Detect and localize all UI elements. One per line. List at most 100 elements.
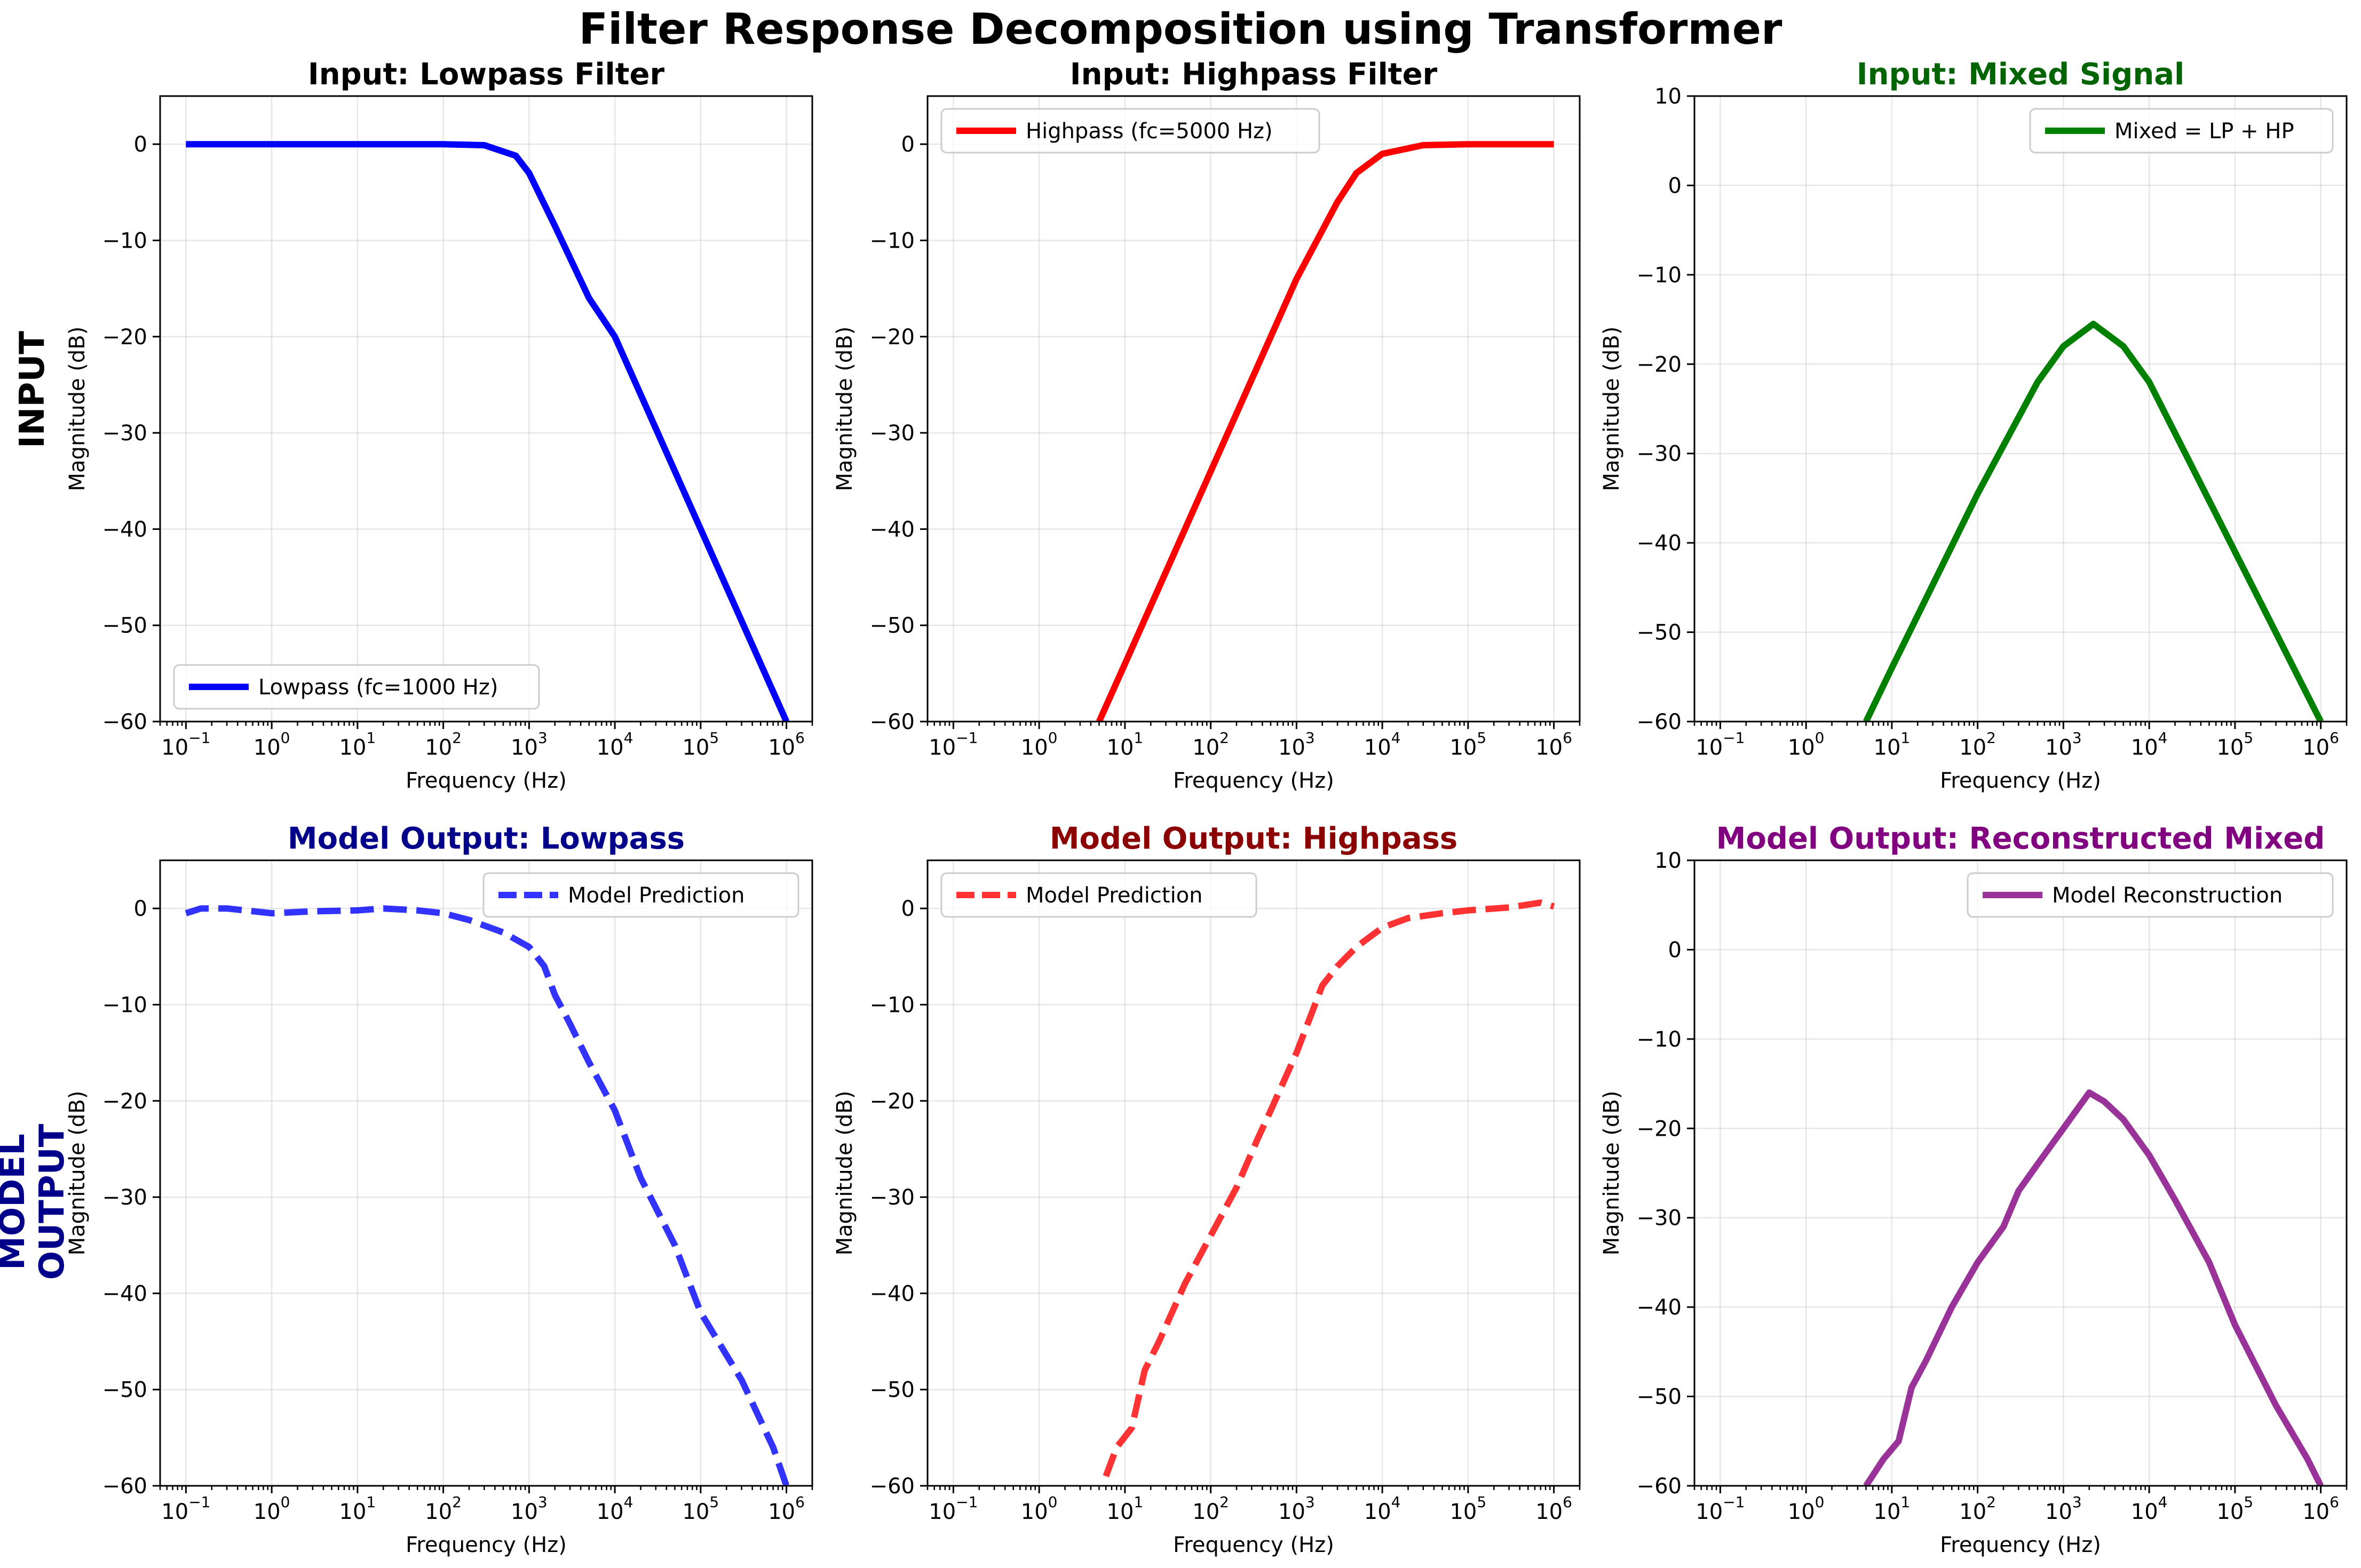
y-tick-label: −20 (102, 325, 147, 350)
x-tick-label: 101 (339, 1493, 376, 1524)
legend-label: Model Reconstruction (2052, 883, 2283, 908)
x-tick-label: 105 (682, 1493, 719, 1524)
panel-title: Model Output: Lowpass (288, 821, 685, 856)
y-tick-label: −50 (102, 614, 147, 638)
x-tick-label: 10−1 (929, 1493, 978, 1524)
x-tick-label: 105 (2216, 729, 2253, 760)
y-tick-label: −40 (870, 517, 915, 542)
y-tick-label: 0 (134, 132, 147, 157)
legend-label: Highpass (fc=5000 Hz) (1026, 119, 1273, 144)
x-tick-label: 100 (1788, 729, 1825, 760)
x-axis-label: Frequency (Hz) (406, 1533, 567, 1557)
y-tick-label: −60 (1637, 1474, 1682, 1499)
y-tick-label: −10 (102, 228, 147, 253)
legend: Lowpass (fc=1000 Hz) (173, 664, 540, 710)
x-tick-label: 106 (768, 1493, 805, 1524)
x-tick-label: 103 (511, 1493, 548, 1524)
legend-box (940, 108, 1320, 154)
x-tick-label: 106 (2302, 1493, 2339, 1524)
row-labels: INPUT MODEL OUTPUT (0, 331, 72, 1280)
y-tick-label: 10 (1654, 849, 1682, 873)
x-axis-label: Frequency (Hz) (1940, 1533, 2101, 1557)
chart-panel: 10−1 100 101 102 103 104 105 106 0 −10 −20 −30 −40 −5… (833, 57, 1581, 793)
y-axis-label: Magnitude (dB) (1599, 1091, 1624, 1256)
y-tick-label: −40 (870, 1281, 915, 1306)
x-axis-label: Frequency (Hz) (1940, 769, 2101, 793)
panel-title: Model Output: Highpass (1050, 821, 1457, 856)
y-tick-label: −30 (102, 1185, 147, 1210)
y-tick-label: −40 (1637, 1295, 1682, 1320)
y-axis-label: Magnitude (dB) (65, 327, 90, 492)
y-tick-label: −60 (870, 710, 915, 734)
x-tick-label: 106 (1535, 729, 1572, 760)
y-tick-label: −50 (870, 614, 915, 638)
chart-panel: 10−1 100 101 102 103 104 105 106 0 −10 −20 −30 −40 −5… (833, 821, 1581, 1557)
y-tick-label: 0 (134, 897, 147, 921)
x-tick-label: 100 (253, 729, 290, 760)
legend-box (2029, 108, 2334, 154)
x-tick-label: 10−1 (1696, 729, 1745, 760)
x-tick-label: 100 (253, 1493, 290, 1524)
y-tick-label: −10 (1637, 263, 1682, 288)
plot-frame (1693, 859, 2348, 1487)
y-tick-label: −40 (1637, 531, 1682, 556)
y-tick-label: −20 (1637, 1116, 1682, 1141)
plot-frame (159, 95, 813, 723)
y-tick-label: −40 (102, 517, 147, 542)
plot-frame (926, 859, 1581, 1487)
x-tick-label: 100 (1788, 1493, 1825, 1524)
y-tick-label: −10 (870, 228, 915, 253)
y-tick-label: −10 (1637, 1027, 1682, 1052)
y-tick-label: 0 (901, 132, 915, 157)
x-tick-label: 102 (425, 1493, 462, 1524)
series-line (1863, 320, 2324, 722)
x-tick-label: 102 (1192, 729, 1229, 760)
y-axis-label: Magnitude (dB) (1599, 327, 1624, 492)
legend-label: Mixed = LP + HP (2114, 119, 2294, 144)
series-line (1103, 899, 1555, 1478)
series-line (185, 905, 790, 1486)
x-tick-label: 10−1 (161, 1493, 210, 1524)
x-tick-label: 101 (1107, 729, 1144, 760)
x-tick-label: 104 (2131, 1493, 2168, 1524)
x-tick-label: 106 (1535, 1493, 1572, 1524)
y-tick-label: −20 (102, 1089, 147, 1114)
panel-title: Model Output: Reconstructed Mixed (1716, 821, 2325, 856)
x-tick-label: 102 (425, 729, 462, 760)
y-tick-label: −30 (870, 421, 915, 446)
legend: Model Prediction (940, 872, 1257, 918)
chart-panel: 10−1 100 101 102 103 104 105 106 0 −10 −20 −30 −40 −5… (65, 821, 813, 1557)
panel-title: Input: Mixed Signal (1857, 57, 2184, 92)
legend: Mixed = LP + HP (2029, 108, 2334, 154)
x-tick-label: 105 (682, 729, 719, 760)
panel-title: Input: Lowpass Filter (308, 57, 665, 92)
y-tick-label: −20 (1637, 352, 1682, 377)
y-tick-label: −20 (870, 1089, 915, 1114)
y-tick-label: 0 (1668, 173, 1682, 198)
legend-box (1967, 872, 2334, 918)
legend-box (940, 872, 1257, 918)
x-tick-label: 100 (1021, 1493, 1058, 1524)
y-tick-label: −60 (102, 1474, 147, 1499)
y-tick-label: 10 (1654, 84, 1682, 109)
x-tick-label: 105 (2216, 1493, 2253, 1524)
y-tick-label: −60 (870, 1474, 915, 1499)
panel-title: Input: Highpass Filter (1070, 57, 1438, 92)
x-tick-label: 102 (1959, 729, 1996, 760)
x-tick-label: 10−1 (161, 729, 210, 760)
x-tick-label: 103 (1278, 1493, 1315, 1524)
x-tick-label: 100 (1021, 729, 1058, 760)
y-axis-label: Magnitude (dB) (833, 1091, 857, 1256)
x-tick-label: 101 (1874, 1493, 1911, 1524)
x-tick-label: 104 (597, 729, 633, 760)
y-axis-label: Magnitude (dB) (833, 327, 857, 492)
legend-label: Model Prediction (568, 883, 745, 908)
series-line (1096, 141, 1554, 722)
x-tick-label: 102 (1959, 1493, 1996, 1524)
x-tick-label: 102 (1192, 1493, 1229, 1524)
plot-frame (1693, 95, 2348, 723)
y-tick-label: −50 (1637, 621, 1682, 645)
x-tick-label: 104 (597, 1493, 633, 1524)
y-tick-label: −50 (870, 1378, 915, 1403)
